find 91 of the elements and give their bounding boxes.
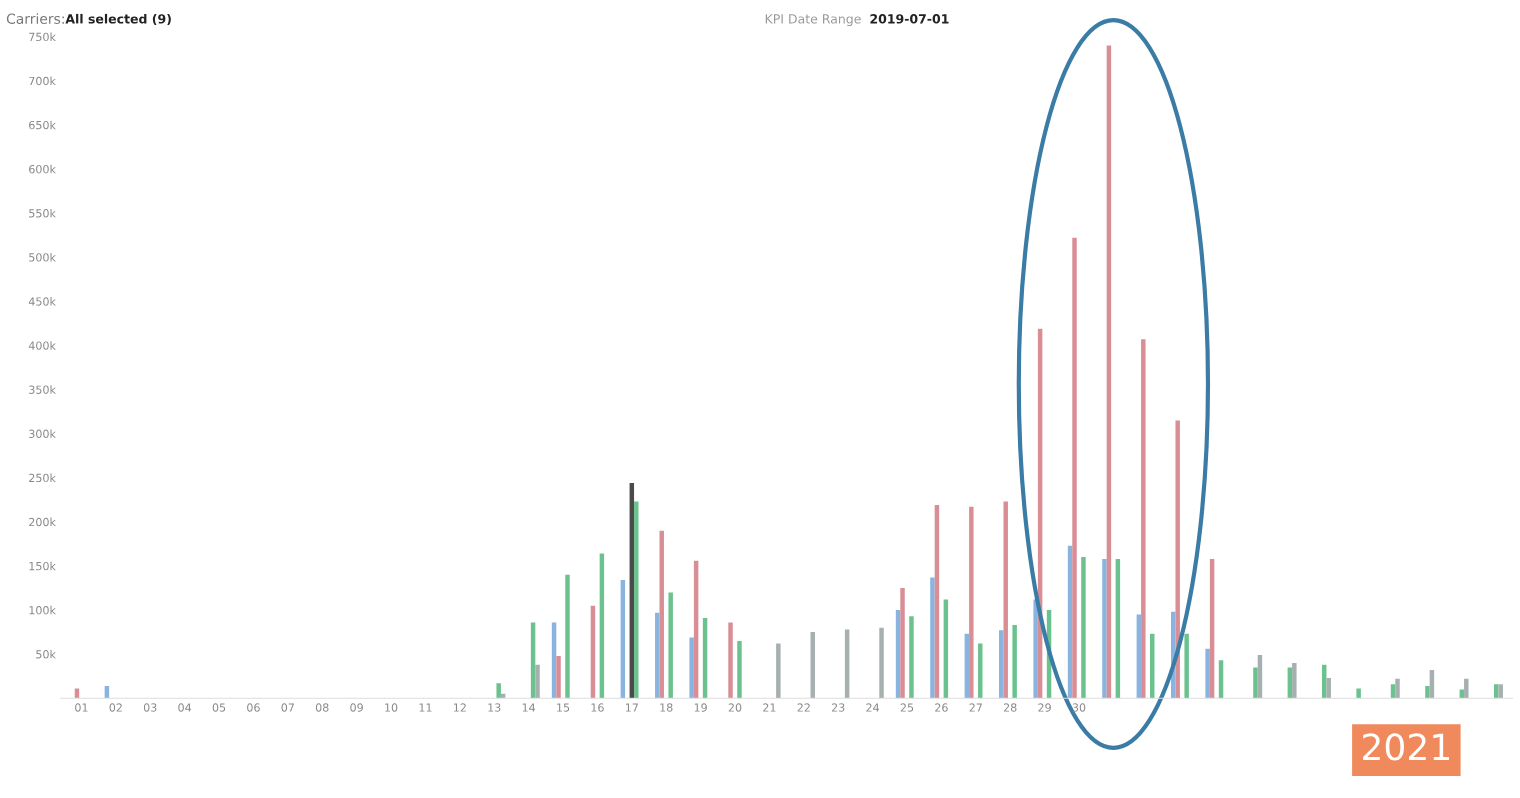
y-tick-label: 150k [29, 561, 56, 571]
y-tick-label: 650k [29, 120, 56, 130]
bar [535, 664, 540, 699]
x-tick-label: 08 [315, 703, 329, 712]
bar [1033, 599, 1038, 699]
x-tick-label: 20 [728, 703, 742, 712]
x-tick-label: 22 [797, 703, 810, 712]
bar [1102, 558, 1107, 699]
bar [1292, 662, 1297, 699]
y-tick-label: 600k [29, 164, 56, 174]
x-tick-label: 29 [1038, 703, 1051, 712]
y-tick-label: 550k [29, 208, 56, 218]
bar [1425, 685, 1430, 699]
text: 2021 [1363, 733, 1449, 761]
x-tick-label: 02 [109, 703, 122, 712]
bar [1205, 648, 1210, 699]
bar [1081, 557, 1086, 699]
bar [1498, 684, 1503, 699]
x-tick-label: 06 [247, 703, 260, 712]
x-tick-label: 07 [281, 703, 294, 712]
bar [668, 592, 673, 699]
bar [728, 622, 733, 699]
x-tick-label: 13 [488, 703, 501, 712]
bar [909, 616, 914, 699]
y-tick-label: 500k [29, 253, 56, 262]
x-tick-label: 01 [75, 703, 88, 712]
text: 2019-07-01 [870, 14, 949, 24]
x-tick-label: 03 [143, 703, 157, 712]
x-tick-label: 27 [969, 703, 982, 712]
bar [1072, 237, 1077, 699]
bar [1141, 339, 1146, 699]
bar [565, 574, 570, 699]
bar [737, 640, 742, 699]
y-tick-label: 350k [29, 385, 56, 394]
bar [659, 530, 664, 699]
y-tick-label: 300k [29, 429, 56, 439]
y-tick-label: 50k [36, 649, 56, 659]
bar [1356, 688, 1361, 699]
bar [943, 599, 949, 699]
bar [689, 637, 694, 699]
x-tick-label: 23 [831, 703, 845, 712]
text: Carriers: [6, 13, 64, 24]
text: All selected (9) [65, 13, 171, 26]
bar [1459, 689, 1465, 699]
x-tick-label: 19 [694, 703, 707, 712]
y-tick-label: 400k [28, 341, 56, 350]
bar [556, 655, 561, 699]
y-tick-label: 700k [29, 76, 56, 86]
x-tick-label: 26 [935, 703, 948, 712]
bar [1003, 501, 1008, 699]
x-tick-label: 12 [453, 703, 466, 712]
bar [1395, 678, 1400, 699]
x-tick-label: 18 [660, 703, 673, 712]
bar [1175, 420, 1180, 699]
bar [1012, 625, 1017, 699]
x-tick-label: 28 [1003, 703, 1017, 712]
bar [900, 587, 905, 699]
x-tick-label: 25 [900, 703, 914, 712]
y-tick-label: 450k [28, 297, 56, 306]
x-tick-label: 14 [522, 703, 536, 712]
x-tick-label: 05 [212, 703, 226, 712]
bar [551, 622, 557, 699]
bar [1287, 667, 1293, 699]
x-tick-label: 04 [178, 703, 192, 712]
bar [879, 627, 884, 699]
x-tick-label: 09 [350, 703, 363, 712]
y-tick-label: 250k [29, 473, 56, 483]
bar [776, 643, 781, 699]
y-tick-label: 200k [29, 517, 56, 527]
bar [844, 629, 850, 699]
bar [1326, 677, 1331, 699]
bar [530, 622, 536, 699]
bar [930, 577, 935, 699]
x-tick-label: 16 [591, 703, 604, 712]
bar [1253, 667, 1258, 699]
bar [1136, 614, 1142, 699]
x-tick-label: 30 [1072, 703, 1086, 712]
x-tick-label: 15 [557, 703, 570, 712]
x-tick-label: 17 [625, 703, 638, 712]
x-tick-label: 24 [866, 703, 880, 712]
bar [1184, 633, 1189, 699]
text: KPI Date Range [765, 14, 861, 26]
y-tick-label: 750k [29, 32, 56, 42]
bar [1464, 678, 1469, 699]
bar [496, 683, 501, 699]
x-tick-label: 10 [385, 703, 398, 712]
bar [969, 506, 974, 699]
x-tick-label: 21 [763, 703, 776, 712]
x-tick-label: 11 [419, 703, 432, 712]
bar [634, 501, 639, 699]
y-tick-label: 100k [29, 605, 56, 615]
